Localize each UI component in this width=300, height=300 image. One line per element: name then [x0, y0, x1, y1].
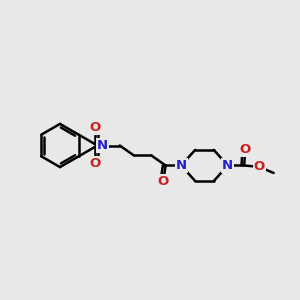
Text: N: N — [97, 139, 108, 152]
Text: O: O — [254, 160, 265, 173]
Text: N: N — [176, 159, 187, 172]
Text: O: O — [89, 157, 100, 170]
Text: N: N — [222, 159, 233, 172]
Text: O: O — [89, 121, 100, 134]
Text: O: O — [239, 143, 251, 156]
Text: O: O — [158, 175, 169, 188]
